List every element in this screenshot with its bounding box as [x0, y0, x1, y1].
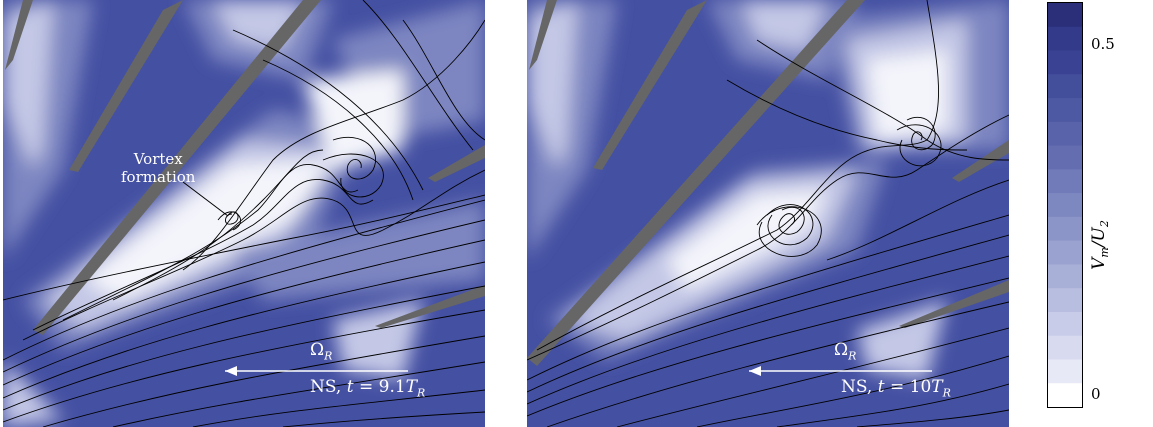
title-sub2: 2: [1098, 220, 1112, 228]
caption-prefix: NS,: [841, 377, 878, 397]
time-caption-right: NS, t = 10TR: [841, 377, 951, 399]
caption-eq: = 9.1: [353, 377, 406, 397]
colorbar-level: [1048, 74, 1082, 99]
omega-sub: R: [324, 349, 333, 363]
caption-T: T: [405, 377, 418, 397]
title-main2: U: [1088, 227, 1109, 242]
colorbar-level: [1048, 383, 1082, 408]
colorbar-level: [1048, 193, 1082, 218]
caption-prefix: NS,: [310, 377, 347, 397]
colorbar-level: [1048, 264, 1082, 289]
flow-panel-right: ΩR NS, t = 10TR: [527, 0, 1009, 427]
colorbar-level: [1048, 335, 1082, 360]
caption-sub: R: [942, 386, 951, 400]
colorbar-level: [1048, 145, 1082, 170]
colorbar-level: [1048, 169, 1082, 194]
time-caption-left: NS, t = 9.1TR: [310, 377, 425, 399]
omega-symbol: Ω: [834, 340, 849, 360]
title-sub1: m: [1098, 247, 1112, 258]
flow-field-right: [527, 0, 1009, 427]
caption-eq: = 10: [884, 377, 932, 397]
caption-T: T: [931, 377, 943, 397]
caption-sub: R: [417, 386, 426, 400]
colorbar-level: [1048, 3, 1082, 28]
colorbar-border: [1047, 2, 1083, 408]
colorbar-level: [1048, 50, 1082, 75]
flow-field-left: [3, 0, 485, 427]
omega-symbol: Ω: [310, 340, 325, 360]
colorbar: [1047, 2, 1083, 408]
colorbar-level: [1048, 26, 1082, 52]
title-main: V: [1088, 257, 1109, 270]
vortex-label-line1: Vortex: [133, 150, 183, 168]
colorbar-level: [1048, 311, 1082, 337]
colorbar-level: [1048, 359, 1082, 384]
vortex-formation-label: Vortex formation: [121, 150, 195, 186]
colorbar-tick-top: 0.5: [1091, 35, 1115, 53]
caption-t: t: [346, 377, 354, 397]
colorbar-level: [1048, 288, 1082, 313]
vortex-label-line2: formation: [121, 168, 196, 186]
flow-panel-left: Vortex formation ΩR NS, t = 9.1TR: [3, 0, 485, 427]
title-slash: /: [1088, 241, 1109, 248]
colorbar-level: [1048, 240, 1082, 265]
colorbar-tick-bottom: 0: [1091, 385, 1101, 403]
omega-label-right: ΩR: [834, 340, 856, 362]
omega-sub: R: [848, 349, 857, 363]
omega-label-left: ΩR: [310, 340, 332, 362]
colorbar-title: Vm/U2: [1089, 215, 1111, 275]
colorbar-level: [1048, 216, 1082, 242]
colorbar-level: [1048, 121, 1082, 147]
caption-t: t: [877, 377, 885, 397]
colorbar-level: [1048, 98, 1082, 123]
